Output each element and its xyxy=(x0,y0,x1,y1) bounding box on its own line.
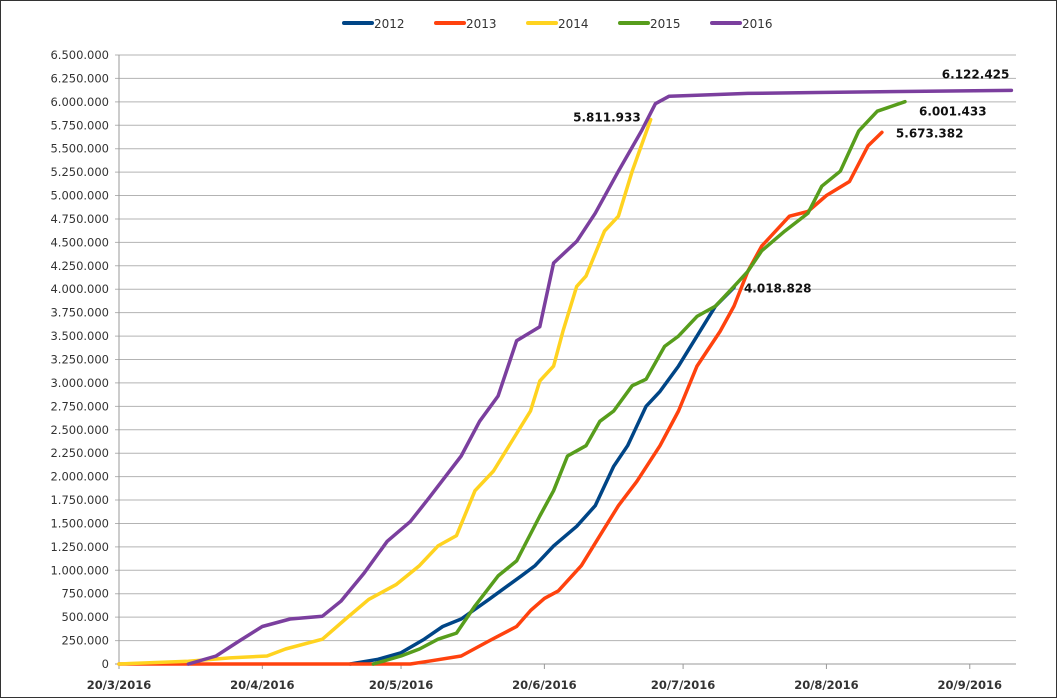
gridlines xyxy=(115,54,1016,669)
legend-label-2012: 2012 xyxy=(374,17,405,31)
y-tick-label: 6.500.000 xyxy=(50,48,109,62)
y-axis-ticks: 0 250.000 500.000 750.000 1.000.000 1.250.000… xyxy=(50,48,109,671)
x-tick-label: 20/9/2016 xyxy=(938,678,1002,692)
y-tick-label: 5.000.000 xyxy=(50,189,109,203)
series-line-2014 xyxy=(117,117,653,666)
x-tick-label: 20/8/2016 xyxy=(794,678,858,692)
x-tick-label: 20/3/2016 xyxy=(87,678,151,692)
y-tick-label: 5.750.000 xyxy=(50,118,109,132)
y-tick-label: 750.000 xyxy=(61,587,109,601)
y-tick-label: 1.000.000 xyxy=(50,563,109,577)
x-tick-label: 20/5/2016 xyxy=(369,678,433,692)
y-tick-label: 2.250.000 xyxy=(50,446,109,460)
y-tick-label: 250.000 xyxy=(61,634,109,648)
y-tick-label: 2.750.000 xyxy=(50,399,109,413)
y-tick-label: 4.250.000 xyxy=(50,259,109,273)
series-line-2013 xyxy=(117,130,884,666)
legend: 2012 2013 2014 2015 2016 xyxy=(342,17,773,31)
y-tick-label: 5.500.000 xyxy=(50,142,109,156)
y-tick-label: 3.500.000 xyxy=(50,329,109,343)
end-label-2012: 4.018.828 xyxy=(744,281,812,295)
y-tick-label: 3.750.000 xyxy=(50,306,109,320)
y-tick-label: 6.250.000 xyxy=(50,71,109,85)
series-line-2016 xyxy=(186,88,1014,666)
series-line-2012 xyxy=(348,285,736,666)
legend-label-2016: 2016 xyxy=(742,17,773,31)
legend-label-2014: 2014 xyxy=(558,17,589,31)
legend-label-2013: 2013 xyxy=(466,17,497,31)
y-tick-label: 1.500.000 xyxy=(50,516,109,530)
legend-label-2015: 2015 xyxy=(650,17,681,31)
y-tick-label: 4.000.000 xyxy=(50,282,109,296)
series-line-2015 xyxy=(371,99,907,666)
end-label-2015: 6.001.433 xyxy=(919,105,987,119)
y-tick-label: 0 xyxy=(102,657,109,671)
y-tick-label: 1.750.000 xyxy=(50,493,109,507)
y-tick-label: 2.000.000 xyxy=(50,470,109,484)
y-tick-label: 500.000 xyxy=(61,610,109,624)
end-label-2014: 5.811.933 xyxy=(573,110,641,124)
end-label-2013: 5.673.382 xyxy=(896,126,964,140)
series-lines xyxy=(117,88,1014,666)
y-tick-label: 1.250.000 xyxy=(50,540,109,554)
end-label-2016: 6.122.425 xyxy=(942,67,1010,81)
y-tick-label: 6.000.000 xyxy=(50,95,109,109)
y-tick-label: 2.500.000 xyxy=(50,423,109,437)
end-labels: 4.018.828 5.673.382 5.811.933 6.001.433 6.12… xyxy=(573,67,1009,295)
y-tick-label: 4.500.000 xyxy=(50,235,109,249)
y-tick-label: 5.250.000 xyxy=(50,165,109,179)
x-axis-ticks: 20/3/2016 20/4/2016 20/5/2016 20/6/2016 20/7… xyxy=(87,678,1002,692)
y-tick-label: 4.750.000 xyxy=(50,212,109,226)
x-tick-label: 20/4/2016 xyxy=(230,678,294,692)
y-tick-label: 3.000.000 xyxy=(50,376,109,390)
x-tick-label: 20/7/2016 xyxy=(651,678,715,692)
y-tick-label: 3.250.000 xyxy=(50,353,109,367)
x-tick-label: 20/6/2016 xyxy=(512,678,576,692)
